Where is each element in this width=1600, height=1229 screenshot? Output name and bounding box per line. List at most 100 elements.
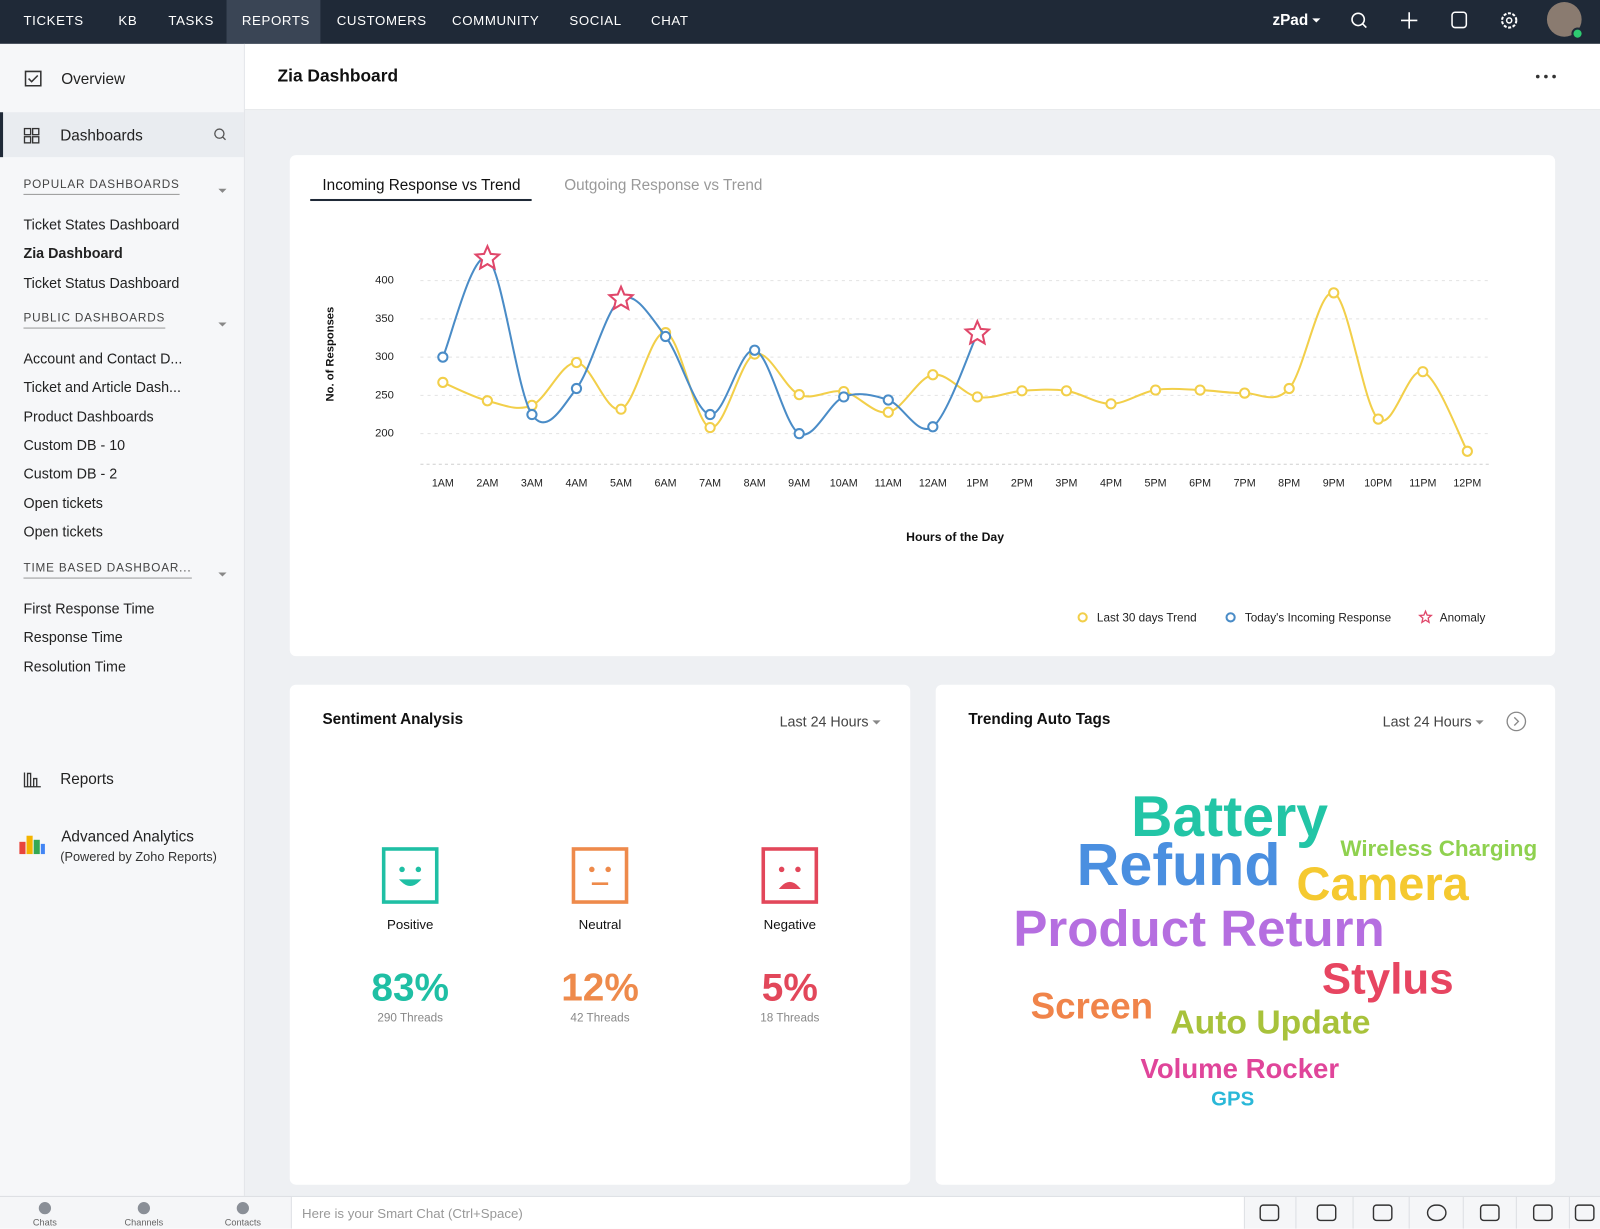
dashboard-link[interactable]: Account and Contact D... — [23, 349, 183, 367]
sentiment-percent: 5% — [761, 966, 818, 1010]
legend-label[interactable]: Last 30 days Trend — [1097, 611, 1197, 624]
analytics-icon — [26, 835, 33, 855]
dashboard-link[interactable]: Custom DB - 2 — [23, 465, 118, 482]
nav-item[interactable]: CUSTOMERS — [336, 12, 427, 29]
tag-word[interactable]: Auto Update — [1170, 1003, 1371, 1041]
legend-marker — [1077, 612, 1088, 623]
nav-item[interactable]: COMMUNITY — [452, 12, 540, 29]
face-eye — [399, 866, 405, 873]
point-marker — [1283, 382, 1295, 395]
face-outline — [571, 847, 629, 904]
caret — [218, 572, 227, 577]
tag-word[interactable]: Volume Rocker — [1140, 1053, 1340, 1085]
nav-item[interactable]: REPORTS — [241, 12, 311, 29]
chart-card: Incoming Response vs Trend Outgoing Respo… — [289, 155, 1556, 657]
caret-shape — [218, 572, 227, 577]
bar-tool-icon — [1372, 1204, 1393, 1222]
sentiment-label: Neutral — [578, 916, 622, 933]
dashboard-link[interactable]: First Response Time — [23, 599, 155, 617]
caret — [218, 322, 227, 327]
caret — [1475, 720, 1484, 725]
dashboard-link[interactable]: Ticket and Article Dash... — [23, 378, 181, 396]
point-marker — [1372, 413, 1384, 425]
group-title[interactable]: PUBLIC DASHBOARDS — [23, 312, 166, 329]
point-marker — [1016, 385, 1028, 397]
page-title: Zia Dashboard — [277, 66, 399, 86]
nav-item[interactable]: CHAT — [651, 12, 689, 29]
tab[interactable]: Incoming Response vs Trend — [322, 177, 520, 194]
x-tick-label: 12AM — [919, 478, 947, 490]
dashboard-link[interactable]: Resolution Time — [23, 657, 126, 675]
dashboard-link[interactable]: Product Dashboards — [23, 407, 154, 425]
point-marker — [437, 351, 449, 363]
tag-word[interactable]: Product Return — [1013, 899, 1385, 958]
nav-item[interactable]: SOCIAL — [569, 12, 622, 29]
dashboards-icon — [23, 127, 32, 136]
nav-item[interactable]: TICKETS — [23, 12, 84, 29]
x-tick-label: 11AM — [875, 478, 902, 490]
sentiment-label: Negative — [763, 916, 816, 933]
point-marker — [704, 408, 716, 421]
x-tick-label: 9PM — [1323, 478, 1345, 490]
portal-switch[interactable]: zPad — [1272, 11, 1309, 30]
more-dot — [1552, 74, 1556, 79]
dashboard-link[interactable]: Open tickets — [23, 494, 103, 511]
tag-word[interactable]: Battery — [1131, 784, 1329, 849]
dashboard-link[interactable]: Open tickets — [23, 523, 103, 540]
more-menu — [1535, 74, 1556, 79]
analytics-link[interactable]: Advanced Analytics — [61, 828, 194, 846]
tag-word[interactable]: GPS — [1211, 1088, 1255, 1111]
time-filter[interactable]: Last 24 Hours — [779, 713, 869, 730]
group-title[interactable]: POPULAR DASHBOARDS — [23, 179, 180, 195]
point-marker — [793, 389, 805, 401]
legend-label[interactable]: Anomaly — [1440, 611, 1486, 624]
time-filter[interactable]: Last 24 Hours — [1382, 713, 1472, 730]
tag-word[interactable]: Screen — [1030, 984, 1154, 1027]
bar-tool-icon — [1479, 1204, 1500, 1222]
tag-word[interactable]: Stylus — [1321, 954, 1454, 1004]
next-circle — [1506, 711, 1527, 732]
search-icon — [1361, 22, 1367, 29]
sentiment-percent: 83% — [371, 966, 450, 1010]
active-tab-bg — [226, 0, 321, 44]
nav-item[interactable]: KB — [118, 12, 138, 29]
nav-item[interactable]: TASKS — [168, 12, 214, 29]
legend-label[interactable]: Today's Incoming Response — [1245, 611, 1391, 624]
overview-link[interactable]: Overview — [61, 70, 126, 89]
y-tick-label: 250 — [375, 389, 394, 401]
side-icons — [24, 70, 42, 87]
analytics-icon — [40, 843, 45, 855]
x-tick-label: 11PM — [1409, 478, 1436, 490]
top-nav: TICKETS KB TASKS REPORTS CUSTOMERS COMMUNITY S… — [0, 0, 1600, 44]
dashboard-link[interactable]: Custom DB - 10 — [23, 436, 126, 453]
sentiment-threads: 290 Threads — [377, 1012, 444, 1025]
tag-word[interactable]: Refund — [1076, 832, 1281, 899]
x-tick-label: 6AM — [655, 478, 677, 490]
dashboard-link[interactable]: Ticket Status Dashboard — [23, 274, 180, 291]
point-marker — [749, 344, 761, 356]
tag-word[interactable]: Camera — [1296, 857, 1469, 911]
dashboard-link[interactable]: Response Time — [23, 628, 123, 646]
point-marker — [838, 391, 850, 403]
dashboards-link[interactable]: Dashboards — [60, 127, 143, 145]
caret — [1312, 18, 1321, 23]
smart-chat-input[interactable] — [290, 1196, 1245, 1229]
x-axis-title: Hours of the Day — [906, 530, 1004, 544]
caret — [218, 188, 227, 193]
tag-word[interactable]: Wireless Charging — [1340, 835, 1538, 862]
bar-item[interactable]: Chats — [32, 1217, 57, 1228]
x-tick-label: 4PM — [1100, 478, 1122, 490]
x-tick-label: 1AM — [432, 478, 454, 490]
dashboard-link[interactable]: Zia Dashboard — [23, 245, 123, 262]
point-marker — [1105, 398, 1117, 410]
bar-item[interactable]: Contacts — [224, 1217, 261, 1228]
bar-item[interactable]: Channels — [124, 1217, 164, 1228]
reports-link[interactable]: Reports — [60, 770, 114, 789]
x-tick-label: 7AM — [699, 478, 721, 490]
dashboard-link[interactable]: Ticket States Dashboard — [23, 216, 180, 233]
tab[interactable]: Outgoing Response vs Trend — [564, 177, 762, 194]
caret — [872, 720, 881, 725]
group-title[interactable]: TIME BASED DASHBOAR... — [23, 562, 192, 579]
x-tick-label: 10AM — [830, 478, 858, 490]
